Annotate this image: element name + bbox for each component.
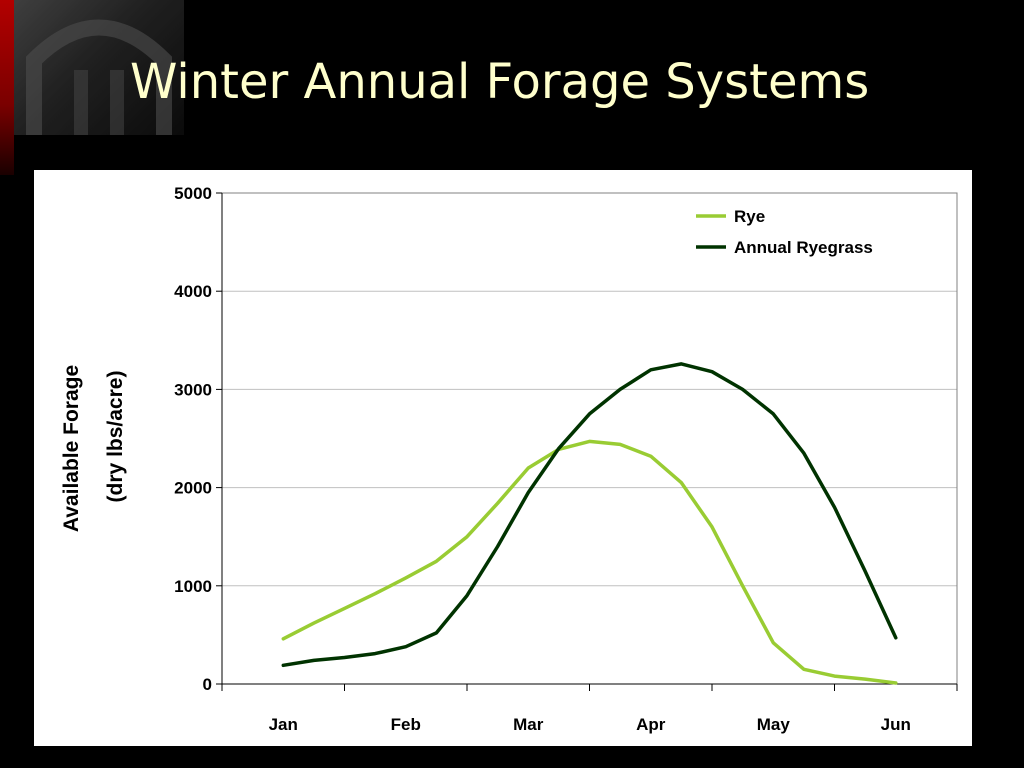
x-tick-label: Apr — [636, 715, 666, 734]
series-line-rye — [281, 439, 898, 685]
decorative-building-image — [14, 0, 184, 135]
plot-area-border — [221, 192, 958, 685]
chart-panel: 0 1000 2000 3000 4000 5000 Jan Feb Mar Apr May Jun A… — [34, 170, 972, 746]
legend-label: Annual Ryegrass — [734, 238, 873, 257]
decorative-red-bar — [0, 0, 14, 175]
x-tick-label: Mar — [513, 715, 544, 734]
slide-title: Winter Annual Forage Systems — [130, 54, 870, 110]
y-tick-label: 1000 — [174, 577, 212, 596]
x-tick-label: Jun — [881, 715, 911, 734]
x-tick-label: May — [757, 715, 791, 734]
y-axis-title-line1: Available Forage — [60, 365, 83, 532]
series-line-annual-ryegrass — [281, 362, 898, 668]
y-tick-label: 3000 — [174, 380, 212, 399]
x-tick-label: Feb — [391, 715, 421, 734]
y-tick-label: 4000 — [174, 282, 212, 301]
y-axis-title-line2: (dry lbs/acre) — [104, 371, 127, 503]
y-tick-label: 0 — [203, 675, 212, 694]
legend-label: Rye — [734, 207, 765, 226]
building-arch-icon — [26, 19, 172, 135]
x-tick-label: Jan — [269, 715, 298, 734]
y-tick-label: 2000 — [174, 479, 212, 498]
forage-line-chart: 0 1000 2000 3000 4000 5000 Jan Feb Mar Apr May Jun A… — [60, 184, 958, 734]
y-tick-label: 5000 — [174, 184, 212, 203]
